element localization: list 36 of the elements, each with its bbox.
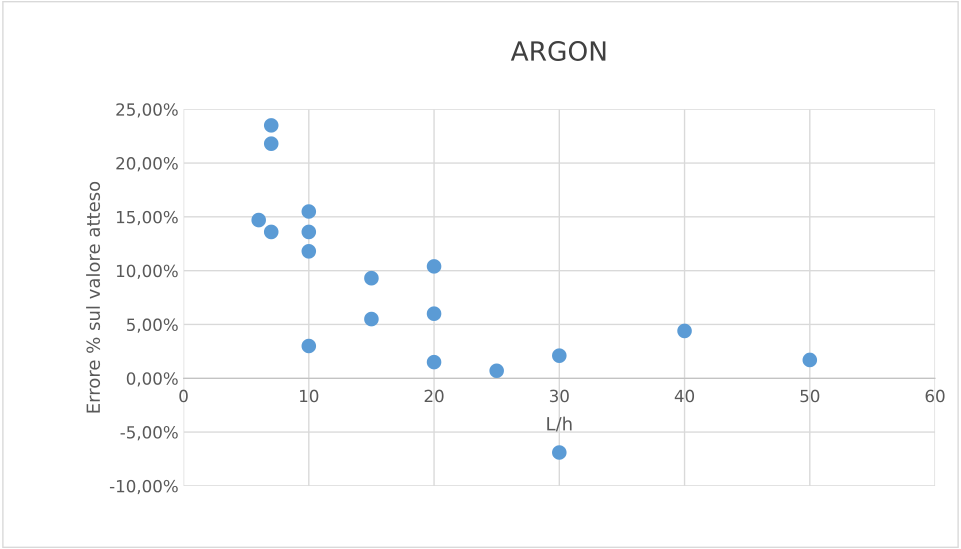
point	[302, 224, 316, 240]
chart-title: ARGON	[510, 41, 606, 62]
point	[264, 118, 279, 133]
point	[489, 363, 504, 378]
point	[426, 259, 442, 274]
point	[364, 312, 379, 326]
point	[426, 306, 442, 321]
y-tick-label: 5,00%	[127, 318, 178, 333]
y-tick-label: -5,00%	[120, 426, 178, 440]
point	[677, 324, 692, 338]
x-tick-label: 0	[179, 390, 188, 402]
x-tick-label: 60	[926, 390, 945, 402]
point	[302, 204, 316, 219]
point	[264, 136, 279, 151]
point	[426, 354, 442, 370]
x-tick-label: 30	[550, 390, 569, 402]
y-tick-label: 0,00%	[126, 372, 178, 387]
y-tick-label: 20,00%	[116, 157, 178, 172]
y-tick-label: -10,00%	[110, 480, 178, 494]
x-tick-label: 20	[424, 390, 444, 402]
x-tick-label: 50	[800, 390, 820, 402]
point	[302, 338, 316, 354]
x-axis-title: L/h	[547, 416, 572, 432]
x-tick-label: 40	[674, 390, 694, 402]
point	[364, 270, 379, 286]
x-tick-label: 10	[300, 390, 318, 402]
y-tick-label: 25,00%	[116, 103, 178, 118]
y-axis-title: Errore % sul valore atteso	[86, 182, 100, 412]
point	[552, 348, 567, 363]
point	[302, 244, 316, 259]
point	[552, 445, 567, 460]
y-tick-label: 10,00%	[116, 264, 178, 279]
point	[251, 212, 266, 228]
point	[264, 224, 279, 240]
point	[802, 352, 818, 368]
y-tick-label: 15,00%	[116, 210, 178, 226]
